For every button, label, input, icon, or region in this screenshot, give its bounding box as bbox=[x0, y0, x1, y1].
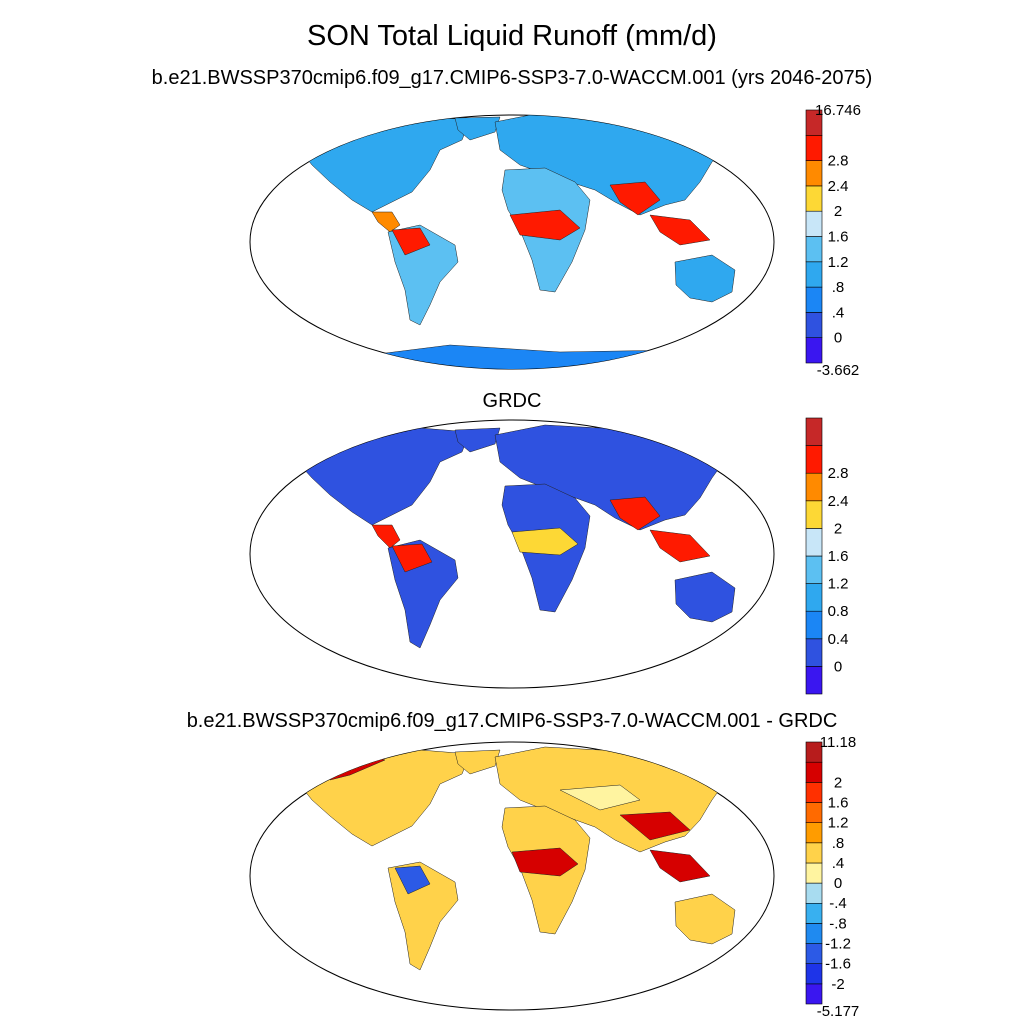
colorbar-box bbox=[805, 109, 823, 136]
colorbar-label: 2 bbox=[834, 203, 842, 220]
colorbar-label: .4 bbox=[832, 304, 845, 321]
colorbar-label: 0 bbox=[834, 658, 842, 675]
colorbar-label: 1.6 bbox=[828, 548, 849, 565]
land-southeast-asia bbox=[649, 214, 711, 246]
colorbar-label: 11.18 bbox=[820, 734, 856, 751]
land-southeast-asia bbox=[649, 529, 711, 563]
colorbar-box bbox=[805, 500, 823, 529]
colorbar-label: 2 bbox=[834, 520, 842, 537]
land-greenland bbox=[454, 116, 501, 141]
colorbar-box bbox=[805, 822, 823, 844]
colorbar-box bbox=[805, 862, 823, 884]
colorbar-box bbox=[805, 261, 823, 288]
land-tropical-africa bbox=[511, 847, 579, 877]
land-india bbox=[609, 181, 661, 216]
land-india bbox=[609, 496, 661, 531]
colorbar-box bbox=[805, 923, 823, 944]
colorbar-label: -.4 bbox=[829, 895, 847, 912]
colorbar-label: -2 bbox=[831, 976, 844, 993]
land-central-asia bbox=[559, 784, 641, 811]
colorbar-box bbox=[805, 445, 823, 474]
land-amazon bbox=[391, 543, 433, 573]
colorbar-label: 2.8 bbox=[828, 465, 849, 482]
colorbar-label: 1.6 bbox=[828, 795, 849, 812]
colorbar-label: 0.8 bbox=[828, 603, 849, 620]
land-central-america bbox=[371, 524, 401, 549]
main-title: SON Total Liquid Runoff (mm/d) bbox=[307, 20, 717, 52]
colorbar-box bbox=[805, 943, 823, 965]
colorbar-label: -3.662 bbox=[817, 362, 860, 379]
colorbar-grdc: 0 0.4 0.8 1.2 1.6 2 2.4 2.8 bbox=[805, 417, 849, 695]
colorbar-label: .8 bbox=[832, 279, 845, 296]
colorbar-box bbox=[805, 210, 823, 237]
land-tropical-africa bbox=[509, 209, 581, 241]
colorbar-label: -.8 bbox=[829, 915, 847, 932]
colorbar-label: -1.6 bbox=[825, 956, 851, 973]
colorbar-box bbox=[805, 135, 823, 161]
colorbar-label: 2.4 bbox=[828, 493, 849, 510]
colorbar-label: 0 bbox=[834, 875, 842, 892]
colorbar-box bbox=[805, 902, 823, 924]
colorbar-box bbox=[805, 963, 823, 985]
colorbar-label: 0.4 bbox=[828, 631, 849, 648]
colorbar-label: 16.746 bbox=[815, 102, 861, 119]
colorbar-label: 1.2 bbox=[828, 815, 849, 832]
colorbar-box bbox=[805, 528, 823, 557]
colorbar-label: -1.2 bbox=[825, 936, 851, 953]
colorbar-model: -3.662 0 .4 .8 1.2 1.6 2 2.4 2.8 16.746 bbox=[805, 102, 861, 379]
colorbar-label: .4 bbox=[832, 855, 845, 872]
colorbar-box bbox=[805, 236, 823, 263]
colorbar-box bbox=[805, 781, 823, 803]
land-east-asia bbox=[619, 811, 691, 841]
colorbar-box bbox=[805, 160, 823, 187]
map-panel-difference bbox=[249, 741, 775, 1011]
colorbar-box bbox=[805, 842, 823, 864]
colorbar-box bbox=[805, 761, 823, 783]
map-panel-grdc bbox=[249, 419, 775, 689]
colorbar-label: 2.8 bbox=[828, 153, 849, 170]
colorbar-label: .8 bbox=[832, 835, 845, 852]
land-central-america bbox=[371, 211, 401, 233]
land-southeast-asia bbox=[649, 849, 711, 883]
land-greenland bbox=[454, 749, 501, 775]
colorbar-label: 1.2 bbox=[828, 576, 849, 593]
colorbar-box bbox=[805, 882, 823, 904]
colorbar-box bbox=[805, 312, 823, 338]
panel-title-grdc: GRDC bbox=[482, 390, 542, 412]
land-field bbox=[299, 424, 736, 649]
land-greenland bbox=[454, 427, 501, 453]
land-australia bbox=[674, 571, 736, 623]
colorbar-box bbox=[805, 638, 823, 667]
colorbar-box bbox=[805, 983, 823, 1005]
panel-title-difference: b.e21.BWSSP370cmip6.f09_g17.CMIP6-SSP3-7… bbox=[186, 710, 838, 732]
colorbar-difference: -5.177 -2 -1.6 -1.2 -.8 -.4 0 .4 .8 1.2 1.6 2 11.18 bbox=[805, 734, 860, 1020]
colorbar-label: 2 bbox=[834, 774, 842, 791]
colorbar-box bbox=[805, 185, 823, 212]
colorbar-box bbox=[805, 802, 823, 824]
colorbar-label: 0 bbox=[834, 330, 842, 347]
colorbar-box bbox=[805, 286, 823, 313]
colorbar-label: 1.6 bbox=[828, 229, 849, 246]
land-amazon bbox=[394, 865, 431, 895]
land-australia bbox=[674, 254, 736, 303]
land-australia bbox=[674, 893, 736, 945]
colorbar-box bbox=[805, 472, 823, 502]
land-amazon bbox=[391, 227, 431, 256]
colorbar-box bbox=[805, 583, 823, 612]
colorbar-box bbox=[805, 417, 823, 446]
colorbar-label: 2.4 bbox=[828, 178, 849, 195]
colorbar-box bbox=[805, 666, 823, 695]
panel-title-model: b.e21.BWSSP370cmip6.f09_g17.CMIP6-SSP3-7… bbox=[151, 67, 873, 89]
map-panel-model bbox=[249, 114, 775, 370]
colorbar-box bbox=[805, 741, 823, 763]
land-tropical-africa bbox=[511, 527, 579, 556]
colorbar-label: 1.2 bbox=[828, 254, 849, 271]
colorbar-label: -5.177 bbox=[817, 1003, 860, 1020]
colorbar-box bbox=[805, 555, 823, 584]
colorbar-box bbox=[805, 337, 823, 364]
colorbar-box bbox=[805, 610, 823, 640]
